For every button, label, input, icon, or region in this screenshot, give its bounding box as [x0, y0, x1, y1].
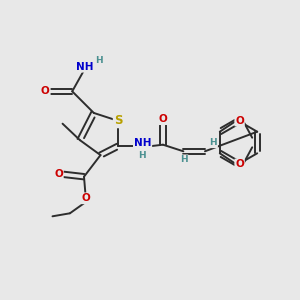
Text: H: H [95, 56, 103, 65]
Text: NH: NH [76, 62, 94, 72]
Text: H: H [138, 151, 146, 160]
Text: H: H [180, 155, 188, 164]
Text: NH: NH [134, 138, 151, 148]
Text: O: O [54, 169, 63, 179]
Text: S: S [114, 114, 122, 127]
Text: O: O [159, 114, 167, 124]
Text: O: O [81, 193, 90, 203]
Text: H: H [210, 138, 217, 147]
Text: O: O [235, 116, 244, 126]
Text: O: O [41, 86, 50, 96]
Text: O: O [235, 159, 244, 170]
